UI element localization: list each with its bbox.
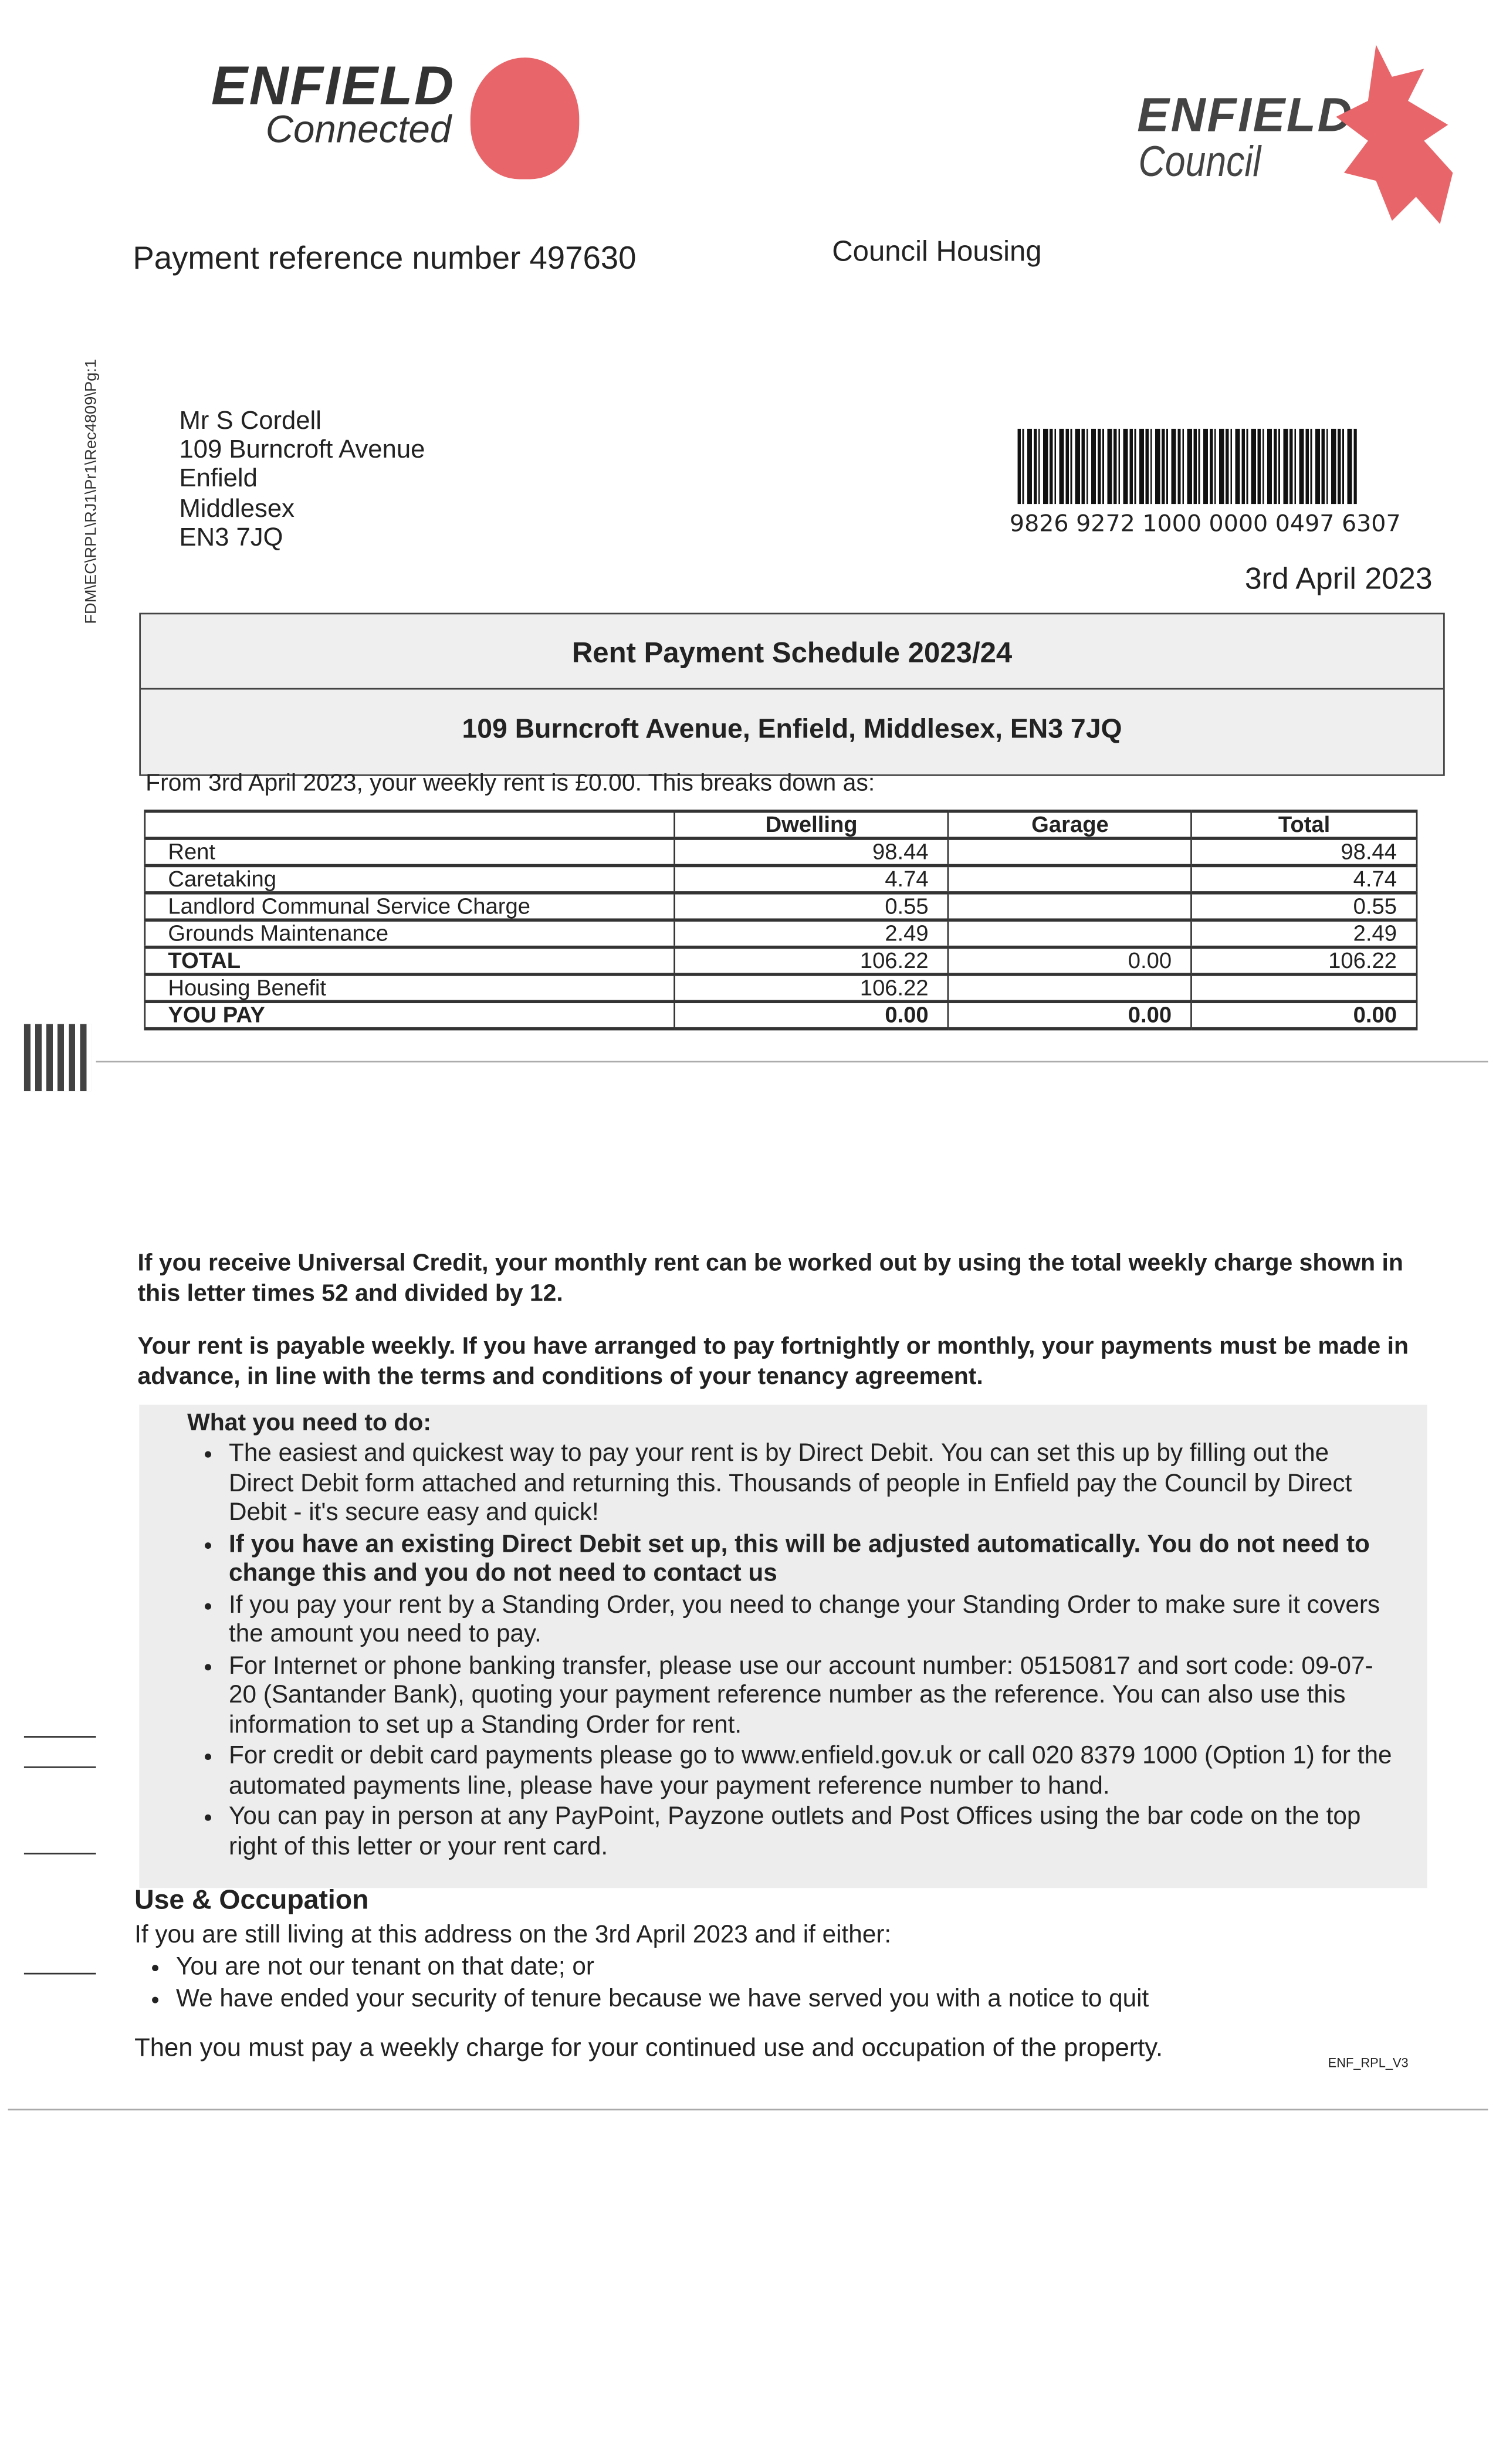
- table-row: YOU PAY 0.00 0.00 0.00: [144, 1001, 1418, 1031]
- barcode: [1017, 428, 1357, 505]
- list-item: If you have an existing Direct Debit set…: [229, 1531, 1397, 1590]
- table-row: Rent 98.44 98.44: [144, 838, 1418, 868]
- rent-intro: From 3rd April 2023, your weekly rent is…: [145, 769, 875, 797]
- payment-reference: Payment reference number 497630: [133, 241, 637, 277]
- table-row: TOTAL 106.22 0.00 106.22: [144, 947, 1418, 976]
- what-to-do-heading: What you need to do:: [187, 1409, 431, 1437]
- qr-code: [23, 1024, 92, 1092]
- dragon-emblem-icon: [470, 57, 580, 180]
- divider: [96, 1061, 1488, 1062]
- list-item: For credit or debit card payments please…: [229, 1742, 1397, 1802]
- table-row: Caretaking 4.74 4.74: [144, 865, 1418, 895]
- dragon-crest-icon: [1336, 45, 1453, 224]
- schedule-header: Rent Payment Schedule 2023/24 109 Burncr…: [139, 612, 1445, 776]
- enfield-website-link[interactable]: www.enfield.gov.uk: [742, 1742, 952, 1770]
- list-item: You can pay in person at any PayPoint, P…: [229, 1803, 1397, 1863]
- fold-mark: [23, 1972, 96, 1975]
- rent-breakdown-table: Dwelling Garage Total Rent 98.44 98.44 Caret…: [144, 810, 1418, 1031]
- barcode-number: 9826 9272 1000 0000 0497 6307: [1009, 512, 1401, 538]
- list-item: We have ended your security of tenure be…: [176, 1984, 1414, 2016]
- table-row: Grounds Maintenance 2.49 2.49: [144, 920, 1418, 949]
- schedule-title: Rent Payment Schedule 2023/24: [571, 637, 1013, 669]
- letter-date: 3rd April 2023: [1244, 563, 1433, 597]
- use-occupation-text: If you are still living at this address …: [134, 1920, 1414, 2016]
- list-item: The easiest and quickest way to pay your…: [229, 1440, 1397, 1529]
- use-occupation-closing: Then you must pay a weekly charge for yo…: [134, 2035, 1163, 2063]
- what-to-do-box: What you need to do: The easiest and qui…: [139, 1404, 1427, 1888]
- table-row: Landlord Communal Service Charge 0.55 0.55: [144, 892, 1418, 922]
- fold-mark: [23, 1766, 96, 1768]
- department: Council Housing: [832, 235, 1042, 268]
- universal-credit-note: If you receive Universal Credit, your mo…: [137, 1250, 1403, 1308]
- recipient-address: Mr S Cordell 109 Burncroft Avenue Enfield M…: [179, 408, 425, 552]
- list-item: If you pay your rent by a Standing Order…: [229, 1591, 1397, 1650]
- use-occupation-heading: Use & Occupation: [134, 1884, 369, 1915]
- property-address: 109 Burncroft Avenue, Enfield, Middlesex…: [462, 713, 1122, 744]
- enfield-council-logo: ENFIELD Council: [1137, 89, 1354, 186]
- list-item: You are not our tenant on that date; or: [176, 1952, 1414, 1984]
- table-row: Housing Benefit 106.22: [144, 974, 1418, 1004]
- side-code: FDM\EC\RPL\RJ1\Pr1\Rec4809\Pg:1: [83, 358, 101, 624]
- list-item: For Internet or phone banking transfer, …: [229, 1652, 1397, 1741]
- divider: [8, 2108, 1488, 2111]
- fold-mark: [23, 1853, 96, 1854]
- form-code: ENF_RPL_V3: [1328, 2056, 1409, 2071]
- payable-weekly-note: Your rent is payable weekly. If you have…: [137, 1332, 1409, 1391]
- enfield-connected-logo: ENFIELD Connected: [211, 56, 455, 153]
- fold-mark: [23, 1736, 96, 1738]
